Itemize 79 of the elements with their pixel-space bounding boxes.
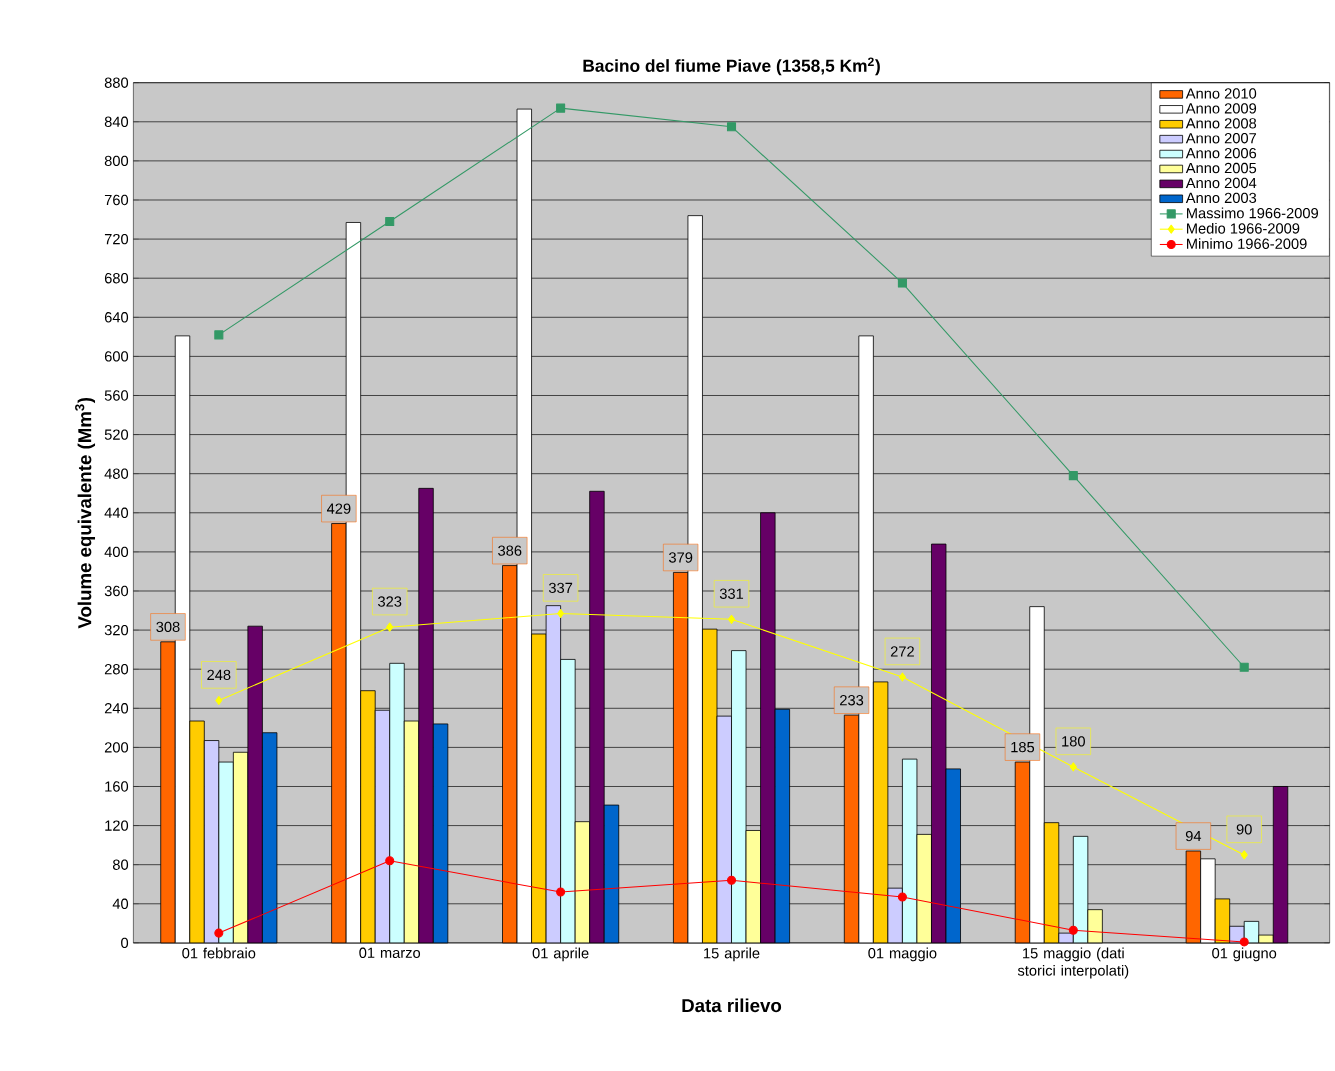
- data-label: 94: [1185, 830, 1202, 842]
- legend-label: Anno 2003: [1185, 192, 1257, 204]
- point: [726, 122, 737, 132]
- data-label: 386: [498, 545, 522, 556]
- y-tick-label: 520: [104, 429, 129, 440]
- x-tick-label: 01 marzo: [359, 947, 421, 959]
- data-label: 379: [669, 552, 693, 563]
- point: [1068, 925, 1078, 935]
- point: [1240, 850, 1248, 860]
- x-tick-label: 15 maggio (dati storici interpolati): [1017, 947, 1129, 979]
- y-tick-label: 720: [104, 233, 129, 245]
- point: [898, 672, 906, 682]
- y-axis-title: Volume equivalente (Mm$^{3}$): [75, 397, 96, 629]
- legend-label: Massimo 1966-2009: [1187, 207, 1318, 219]
- point: [556, 887, 566, 897]
- data-label: 248: [207, 669, 231, 681]
- point: [1069, 762, 1077, 772]
- point: [385, 856, 395, 866]
- x-tick-label: 01 giugno: [1212, 947, 1277, 962]
- y-tick-label: 440: [104, 507, 129, 519]
- point: [1068, 471, 1078, 481]
- legend-label: Anno 2004: [1185, 177, 1257, 189]
- y-tick-label: 680: [104, 273, 129, 284]
- data-label: 233: [840, 695, 864, 706]
- legend-label: Minimo 1966-2009: [1187, 238, 1307, 249]
- data-label: 90: [1236, 824, 1252, 835]
- y-tick-label: 120: [105, 820, 129, 831]
- legend-label: Anno 2006: [1185, 147, 1257, 159]
- point: [385, 216, 395, 227]
- point: [897, 892, 907, 902]
- data-label: 180: [1062, 736, 1085, 747]
- x-tick-label: 15 aprile: [704, 947, 760, 962]
- y-tick-label: 360: [104, 585, 129, 597]
- point: [215, 695, 223, 706]
- point: [214, 330, 224, 340]
- y-tick-label: 840: [104, 116, 129, 128]
- x-tick-label: 01 maggio: [868, 947, 937, 962]
- data-label: 308: [156, 621, 180, 633]
- legend-label: Anno 2005: [1185, 162, 1257, 174]
- y-tick-label: 480: [104, 468, 129, 479]
- point: [386, 622, 394, 632]
- data-label: 331: [719, 588, 744, 599]
- y-tick-label: 800: [104, 155, 129, 167]
- point: [1239, 937, 1249, 947]
- y-tick-label: 760: [104, 194, 129, 206]
- x-tick-label: 01 febbraio: [182, 947, 256, 959]
- y-tick-label: 280: [104, 664, 129, 675]
- point: [897, 278, 907, 288]
- point: [727, 614, 736, 624]
- y-tick-label: 80: [112, 859, 129, 870]
- legend-label: Anno 2010: [1185, 88, 1257, 99]
- legend-label: Anno 2008: [1185, 118, 1257, 129]
- legend-label: Anno 2009: [1185, 103, 1257, 114]
- y-tick-label: 320: [104, 624, 129, 636]
- point: [556, 103, 566, 113]
- point: [214, 928, 224, 938]
- y-tick-label: 640: [104, 312, 129, 323]
- y-tick-label: 0: [121, 937, 129, 949]
- data-label: 429: [326, 503, 351, 514]
- x-tick-label: 01 aprile: [532, 947, 589, 962]
- y-tick-label: 160: [105, 781, 129, 792]
- y-tick-label: 40: [112, 898, 129, 910]
- point: [1239, 662, 1249, 672]
- y-tick-label: 560: [104, 390, 129, 401]
- legend-label: Anno 2007: [1185, 133, 1257, 144]
- data-label: 185: [1011, 741, 1035, 753]
- chart-title: Bacino del fiume Piave (1358,5 Km$^{2}$): [583, 57, 880, 76]
- y-tick-label: 200: [104, 742, 129, 753]
- legend-label: Medio 1966-2009: [1187, 222, 1300, 234]
- y-tick-label: 240: [104, 703, 129, 714]
- data-label: 272: [890, 646, 914, 657]
- point: [557, 608, 565, 619]
- data-label: 323: [378, 596, 402, 607]
- x-axis-title: Data rilievo: [682, 998, 782, 1013]
- data-label: 337: [548, 582, 573, 594]
- y-tick-label: 600: [104, 351, 129, 362]
- point: [726, 875, 737, 885]
- y-tick-label: 880: [104, 77, 129, 88]
- y-tick-label: 400: [104, 546, 129, 558]
